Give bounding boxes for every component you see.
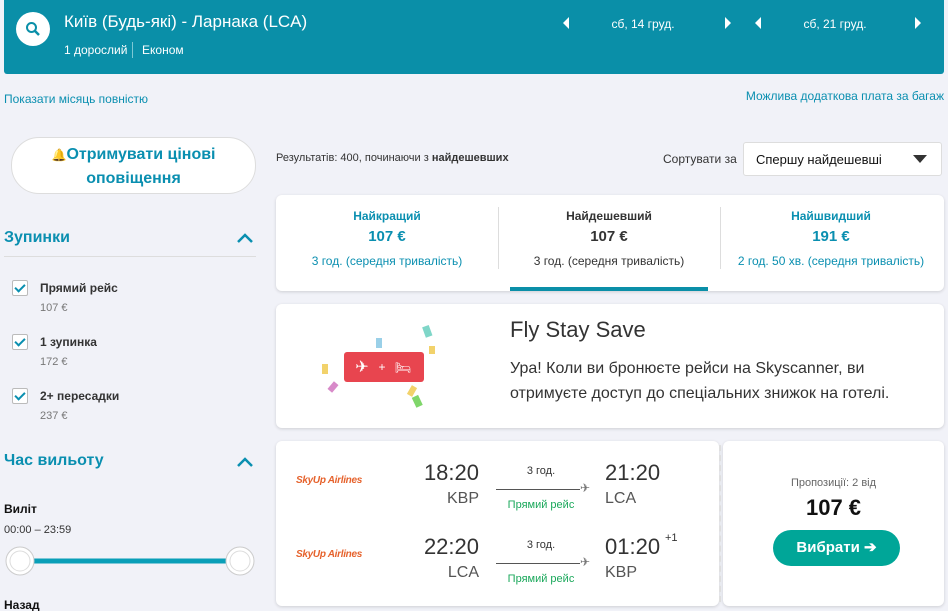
duration: 3 год.: [526, 539, 556, 551]
search-button[interactable]: [16, 12, 50, 46]
stop-price: 107 €: [40, 302, 68, 314]
sort-tab[interactable]: Найкращий 107 € 3 год. (середня тривалість…: [276, 195, 498, 291]
stop-option: 1 зупинка: [40, 335, 97, 349]
tab-title: Найдешевший: [566, 209, 652, 223]
stop-price: 172 €: [40, 356, 68, 368]
depart-time: 18:20: [423, 460, 479, 485]
baggage-link[interactable]: Можлива додаткова плата за багаж: [745, 89, 944, 103]
tab-duration: 2 год. 50 хв. (середня тривалість): [737, 254, 925, 268]
show-month-link[interactable]: Показати місяць повністю: [4, 92, 149, 106]
duration: 3 год.: [526, 465, 556, 477]
arrive-time: 21:20: [605, 460, 661, 485]
outbound-range: 00:00 – 23:59: [4, 524, 72, 536]
sort-dropdown[interactable]: Спершу найдешевші: [743, 142, 942, 176]
price-alerts-button[interactable]: 🔔Отримувати цінові оповіщення: [11, 137, 256, 194]
plane-icon: ✈: [580, 555, 591, 569]
arrive-time: 01:20: [605, 534, 661, 559]
outbound-label: Виліт: [4, 502, 37, 516]
checkbox[interactable]: [12, 388, 28, 404]
ticket-divider: [719, 445, 721, 602]
route-line: [496, 489, 580, 490]
active-indicator: [510, 287, 708, 291]
results-summary: Результатів: 400, починаючи з найдешевши…: [276, 152, 509, 164]
airline-logo: SkyUp Airlines: [296, 475, 363, 486]
stop-price: 237 €: [40, 410, 68, 422]
svg-text:+: +: [378, 360, 385, 374]
divider: [132, 42, 133, 58]
tab-duration: 3 год. (середня тривалість): [311, 254, 463, 268]
sort-label: Сортувати за: [663, 152, 737, 166]
day-offset: +1: [665, 532, 678, 544]
tab-duration: 3 год. (середня тривалість): [533, 254, 685, 268]
svg-text:🛏: 🛏: [395, 360, 412, 375]
arrive-airport: KBP: [605, 564, 638, 581]
summary-prefix: Результатів: 400, починаючи з: [276, 152, 429, 164]
checkbox[interactable]: [12, 280, 28, 296]
sort-tabs: Найкращий 107 € 3 год. (середня тривалість…: [276, 195, 944, 291]
arrive-airport: LCA: [605, 490, 637, 507]
select-button[interactable]: Вибрати ➔: [773, 530, 900, 566]
summary-bold: найдешевших: [431, 152, 509, 164]
stop-option: 2+ пересадки: [40, 389, 120, 403]
select-label: Вибрати: [796, 539, 860, 556]
price-card: Пропозиції: 2 від 107 € Вибрати ➔: [723, 441, 944, 606]
separator: [4, 256, 256, 257]
tab-price: 107 €: [368, 228, 406, 245]
prev-date[interactable]: [560, 16, 572, 30]
time-slider[interactable]: [4, 544, 260, 578]
price-alerts-label: Отримувати цінові оповіщення: [66, 146, 216, 187]
plane-icon: ✈: [580, 481, 591, 495]
route[interactable]: Київ (Будь-які) - Ларнака (LCA): [64, 12, 308, 31]
cabin-class[interactable]: Економ: [142, 43, 184, 57]
sort-value: Спершу найдешевші: [756, 152, 882, 167]
next-date[interactable]: [912, 16, 924, 30]
promo-text: Ура! Коли ви бронюєте рейси на Skyscanne…: [510, 360, 890, 402]
filter-title: Зупинки: [4, 229, 70, 246]
search-header: [4, 0, 944, 74]
tab-title: Найшвидший: [791, 209, 871, 223]
promo-illustration: ✈ + 🛏: [322, 324, 435, 408]
depart-time: 22:20: [423, 534, 479, 559]
depart-date[interactable]: сб, 14 груд.: [611, 17, 675, 31]
prev-date[interactable]: [752, 16, 764, 30]
collapse-toggle[interactable]: [236, 232, 254, 244]
tab-divider: [498, 207, 499, 269]
itinerary-card[interactable]: SkyUp Airlines 18:20 KBP 3 год. ✈ Прямий рейс…: [276, 441, 719, 606]
return-date[interactable]: сб, 21 груд.: [803, 17, 867, 31]
collapse-toggle[interactable]: [236, 456, 254, 468]
svg-text:✈: ✈: [355, 359, 368, 376]
sort-tab[interactable]: Найдешевший 107 € 3 год. (середня триваліс…: [498, 195, 720, 291]
offers-count: Пропозиції: 2 від: [790, 477, 877, 489]
tab-title: Найкращий: [353, 209, 421, 223]
route-line: [496, 563, 580, 564]
stops: Прямий рейс: [507, 573, 575, 585]
depart-airport: KBP: [446, 490, 479, 507]
return-label: Назад: [4, 598, 40, 611]
tab-price: 107 €: [590, 228, 628, 245]
stop-option: Прямий рейс: [40, 281, 118, 295]
tab-price: 191 €: [812, 228, 850, 245]
depart-airport: LCA: [447, 564, 479, 581]
filter-title: Час вильоту: [4, 452, 104, 469]
next-date[interactable]: [722, 16, 734, 30]
sort-tab[interactable]: Найшвидший 191 € 2 год. 50 хв. (середня тр…: [720, 195, 942, 291]
promo-card[interactable]: ✈ + 🛏 Fly Stay Save Ура! Коли ви бронюєте …: [276, 304, 944, 428]
price: 107 €: [805, 495, 862, 520]
promo-title: Fly Stay Save: [510, 317, 646, 342]
passengers[interactable]: 1 дорослий: [64, 43, 128, 57]
airline-logo: SkyUp Airlines: [296, 549, 363, 560]
stops: Прямий рейс: [507, 499, 575, 511]
checkbox[interactable]: [12, 334, 28, 350]
tab-divider: [720, 207, 721, 269]
